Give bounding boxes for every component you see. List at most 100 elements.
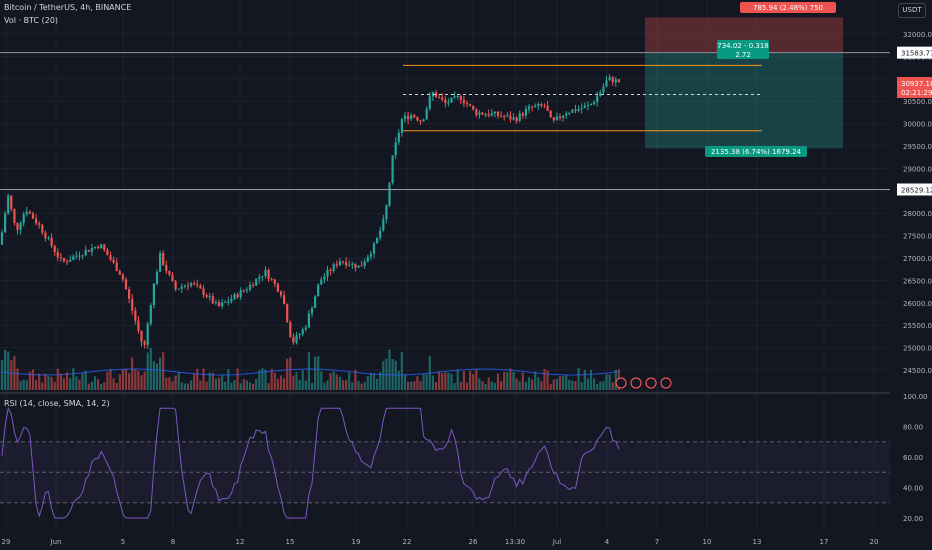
- currency-selector-button[interactable]: USDT: [898, 3, 926, 18]
- volume-bar: [131, 357, 134, 390]
- volume-bar: [456, 369, 459, 390]
- volume-bar: [397, 370, 400, 390]
- upper-level-badge-text: 31583.77: [901, 50, 932, 58]
- volume-bar: [558, 376, 562, 390]
- event-flag-icon: [660, 377, 672, 389]
- candle-body: [97, 246, 100, 249]
- candle-body: [410, 115, 413, 120]
- candle-body: [419, 120, 422, 122]
- volume-bar: [431, 375, 434, 390]
- volume-bar: [515, 378, 518, 390]
- volume-bar: [562, 376, 565, 390]
- volume-bar: [41, 382, 44, 390]
- rsi-legend: RSI (14, close, SMA, 14, 2): [4, 399, 110, 408]
- candle-body: [565, 113, 568, 116]
- candle-body: [400, 119, 403, 133]
- volume-bar: [109, 369, 112, 390]
- candle-body: [140, 330, 143, 342]
- volume-bar: [500, 381, 503, 390]
- time-tick-label: 13: [753, 538, 762, 546]
- volume-bar: [506, 372, 509, 390]
- event-flag-icon: [615, 377, 627, 389]
- volume-bar: [72, 368, 75, 390]
- candle-body: [552, 117, 555, 121]
- volume-bar: [25, 380, 28, 390]
- volume-bar: [230, 382, 233, 390]
- candle-body: [134, 310, 137, 321]
- candle-body: [611, 77, 614, 83]
- price-tick-label: 29000.00: [903, 165, 932, 173]
- volume-bar: [10, 360, 13, 390]
- volume-bar: [419, 381, 422, 390]
- volume-bar: [66, 372, 69, 390]
- time-tick-label: 17: [820, 538, 829, 546]
- candle-body: [447, 102, 450, 104]
- candle-body: [537, 104, 540, 106]
- candle-body: [183, 285, 186, 287]
- volume-bar: [236, 368, 239, 390]
- candle-body: [351, 263, 354, 265]
- volume-bar: [376, 378, 379, 390]
- candle-body: [459, 95, 462, 101]
- candle-body: [298, 334, 301, 336]
- candle-body: [363, 261, 366, 266]
- candles: [0, 74, 620, 350]
- candle-body: [490, 113, 493, 116]
- candle-body: [50, 237, 53, 246]
- volume-bar: [574, 381, 577, 390]
- volume-bar: [137, 370, 140, 390]
- candle-body: [506, 115, 509, 117]
- volume-bar: [438, 371, 441, 390]
- candle-body: [450, 97, 453, 103]
- candle-body: [118, 271, 121, 275]
- candle-body: [177, 288, 180, 290]
- candle-body: [38, 223, 41, 225]
- candle-body: [10, 195, 13, 210]
- candle-body: [596, 95, 599, 102]
- target-label-box: [705, 146, 807, 157]
- candle-body: [128, 289, 131, 299]
- volume-bar: [481, 381, 484, 390]
- candle-body: [115, 262, 118, 272]
- candle-body: [354, 263, 357, 268]
- volume-bar: [444, 372, 447, 390]
- volume-bar: [162, 352, 165, 390]
- candle-body: [276, 283, 279, 292]
- volume-bar: [196, 368, 199, 390]
- candle-body: [236, 294, 239, 298]
- candle-body: [391, 155, 394, 184]
- candle-body: [335, 264, 338, 266]
- candle-body: [431, 92, 434, 97]
- candle-body: [320, 279, 323, 285]
- volume-bar: [47, 376, 50, 390]
- candle-body: [267, 269, 270, 280]
- volume-bar: [62, 378, 66, 390]
- volume-bar: [369, 372, 372, 390]
- volume-bar: [84, 370, 87, 390]
- candle-body: [385, 205, 388, 220]
- candle-body: [258, 277, 261, 279]
- candle-body: [56, 252, 59, 258]
- event-flag-circle: [660, 377, 672, 389]
- candle-body: [69, 259, 72, 262]
- price-tick-label: 27000.00: [903, 255, 932, 263]
- volume-bar: [341, 380, 345, 390]
- volume-bar: [329, 372, 332, 390]
- volume-bar: [286, 358, 289, 390]
- rsi-tick-label: 20.00: [903, 515, 923, 523]
- candle-body: [208, 296, 211, 298]
- price-tick-label: 24500.00: [903, 367, 932, 375]
- volume-bar: [193, 373, 196, 390]
- candle-body: [162, 253, 165, 265]
- volume-bar: [509, 368, 512, 390]
- volume-bar: [59, 373, 62, 390]
- time-tick-label: Jun: [50, 538, 62, 546]
- candle-body: [286, 304, 289, 323]
- volume-bar: [221, 375, 224, 390]
- candle-body: [472, 105, 475, 110]
- volume-bar: [596, 383, 599, 390]
- price-tick-label: 26000.00: [903, 300, 932, 308]
- volume-bar: [217, 377, 221, 390]
- candle-body: [549, 110, 552, 118]
